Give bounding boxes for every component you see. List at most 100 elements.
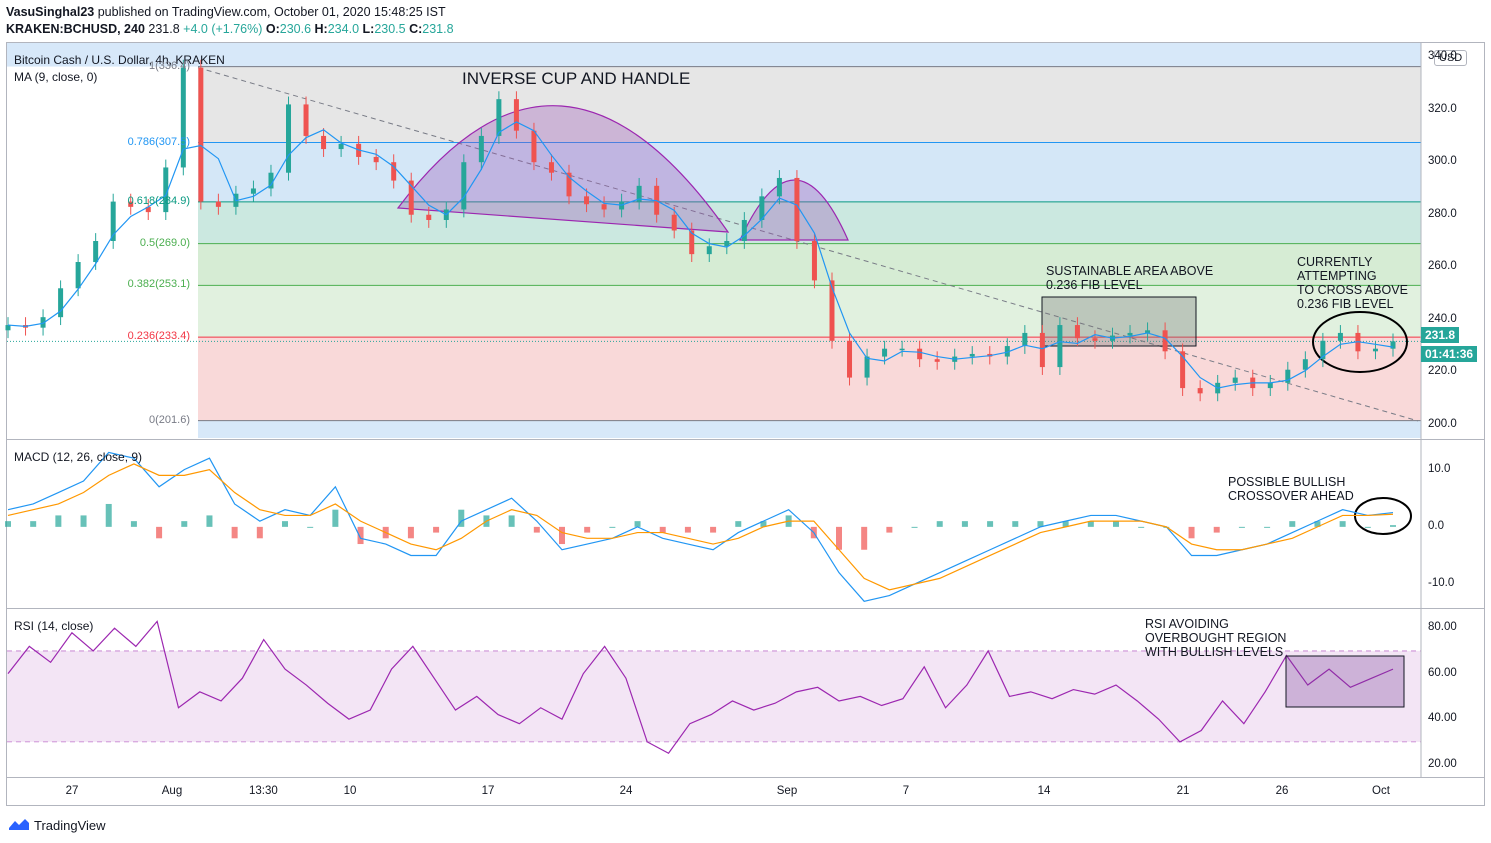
candle-body (5, 325, 11, 331)
macd-histogram-bar (886, 526, 893, 533)
y-tick-label: 60.00 (1428, 666, 1457, 679)
y-tick-label: 10.0 (1428, 462, 1451, 475)
candle-body (882, 348, 888, 357)
price-tag: 231.8 (1421, 327, 1460, 343)
candle-body (794, 177, 800, 241)
time-axis[interactable] (6, 777, 1485, 806)
macd-histogram-bar (105, 503, 112, 527)
pane-title: Bitcoin Cash / U.S. Dollar, 4h, KRAKEN (14, 53, 225, 67)
candle-body (776, 177, 782, 197)
macd-histogram-bar (659, 526, 666, 533)
brand-name: TradingView (34, 818, 106, 833)
y-tick-label: 280.0 (1428, 207, 1457, 220)
candle-body (1074, 325, 1080, 339)
candle-body (1180, 351, 1186, 389)
macd-histogram-bar (1037, 521, 1044, 527)
x-tick-label: 21 (1176, 785, 1190, 797)
macd-histogram-bar (836, 526, 842, 550)
macd-histogram-bar (407, 526, 414, 539)
candle-body (513, 99, 519, 131)
macd-histogram-bar (1087, 521, 1094, 527)
candle-body (373, 156, 379, 163)
macd-histogram-bar (1012, 521, 1019, 527)
countdown-tag: 01:41:36 (1421, 346, 1478, 362)
candle-body (1092, 338, 1098, 341)
macd-histogram-bar (332, 509, 339, 527)
tradingview-logo[interactable]: TradingView (8, 817, 106, 834)
macd-histogram-bar (508, 515, 515, 527)
macd-annotation: POSSIBLE BULLISH CROSSOVER AHEAD (1228, 475, 1354, 503)
macd-histogram-bar (735, 521, 742, 527)
x-tick-label: 24 (619, 785, 633, 797)
macd-histogram-bar (357, 526, 364, 545)
current-circle (1312, 311, 1408, 373)
candle-body (408, 180, 414, 215)
fib-zone (198, 142, 1421, 202)
open-label: O: (265, 22, 280, 36)
rsi-line (7, 620, 1394, 755)
macd-histogram-bar (1138, 526, 1145, 528)
author[interactable]: VasuSinghal23 (6, 5, 95, 19)
candle-body (706, 246, 712, 255)
macd-histogram-bar (634, 521, 641, 527)
candle-body (286, 104, 292, 173)
macd-histogram-bar (256, 526, 263, 539)
y-tick-label: 200.0 (1428, 417, 1457, 430)
open-value: 230.6 (279, 22, 312, 36)
macd-histogram-bar (710, 526, 717, 533)
macd-histogram-bar (1213, 526, 1220, 533)
currency-button[interactable]: USD (1434, 50, 1468, 66)
candle-body (1232, 377, 1238, 383)
high-value: 234.0 (327, 22, 360, 36)
y-tick-label: 0.0 (1428, 519, 1444, 532)
candle-body (1022, 332, 1028, 347)
macd-histogram-bar (307, 526, 314, 528)
macd-histogram-bar (760, 521, 767, 527)
x-tick-label: 13:30 (249, 785, 278, 797)
macd-histogram-bar (684, 526, 691, 533)
publish-info: VasuSinghal23 published on TradingView.c… (6, 5, 446, 19)
candle-body (75, 262, 81, 289)
last-price: 231.8 (148, 22, 180, 36)
sustain-box (1041, 296, 1197, 347)
current-annotation: CURRENTLY ATTEMPTING TO CROSS ABOVE 0.23… (1297, 255, 1408, 311)
macd-histogram-bar (987, 521, 994, 527)
macd-histogram-bar (1339, 521, 1346, 527)
candle-body (1145, 330, 1151, 333)
y-tick-label: 220.0 (1428, 365, 1457, 378)
rsi-legend[interactable]: RSI (14, close) (14, 619, 94, 633)
symbol[interactable]: KRAKEN:BCHUSD, 240 (6, 22, 145, 36)
rsi-annotation: RSI AVOIDING OVERBOUGHT REGION WITH BULL… (1145, 617, 1286, 659)
x-tick-label: 14 (1037, 785, 1051, 797)
close-label: C: (409, 22, 423, 36)
candle-body (1390, 341, 1396, 349)
candle-body (934, 359, 940, 362)
ma-legend[interactable]: MA (9, close, 0) (14, 70, 98, 84)
candle-body (496, 99, 502, 136)
y-tick-label: 20.00 (1428, 757, 1457, 770)
fib-level-label: 0(201.6) (149, 413, 190, 426)
fib-level-label: 0.5(269.0) (139, 236, 190, 249)
candle-body (426, 214, 432, 220)
macd-histogram-bar (55, 515, 62, 527)
rsi-band (7, 650, 1421, 742)
macd-histogram-bar (458, 509, 465, 527)
rsi-line-2: OVERBOUGHT REGION (1145, 631, 1287, 645)
macd-legend[interactable]: MACD (12, 26, close, 9) (14, 450, 143, 464)
candle-body (811, 241, 817, 281)
y-tick-label: 240.0 (1428, 312, 1457, 325)
y-tick-label: 80.00 (1428, 621, 1457, 634)
y-tick-label: 320.0 (1428, 102, 1457, 115)
fib-level-label: 1(336.4) (149, 59, 190, 72)
trend-line (197, 67, 1419, 422)
x-tick-label: Oct (1372, 785, 1390, 797)
candle-body (829, 280, 835, 341)
x-tick-label: 10 (343, 785, 357, 797)
close-value: 231.8 (422, 22, 454, 36)
macd-line-2: CROSSOVER AHEAD (1228, 489, 1354, 503)
macd-histogram-bar (282, 521, 288, 527)
macd-histogram-bar (559, 526, 565, 545)
macd-histogram-bar (130, 521, 137, 527)
macd-histogram-bar (911, 526, 918, 528)
